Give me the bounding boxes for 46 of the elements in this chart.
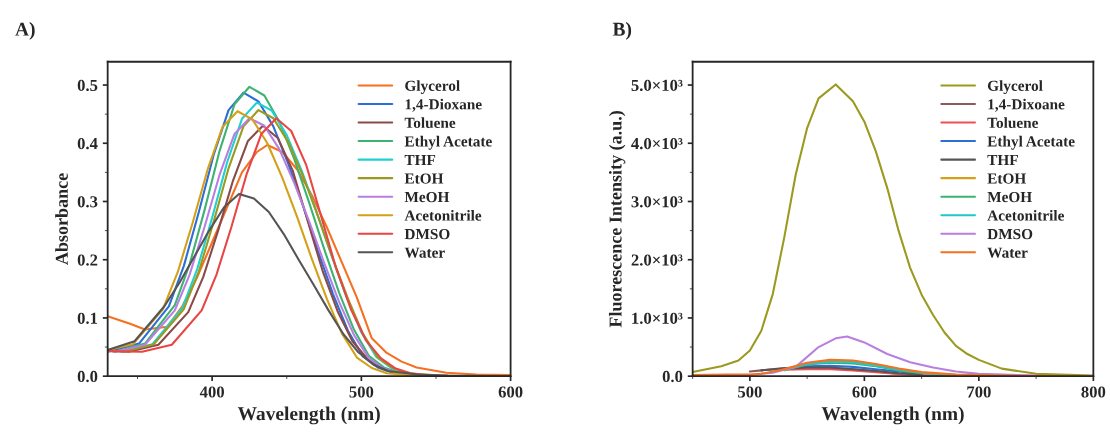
legend-label: Glycerol: [405, 80, 460, 95]
y-axis-title: Absorbance: [55, 173, 68, 265]
legend-label: DMSO: [987, 228, 1033, 240]
legend-label: Toluene: [987, 117, 1039, 129]
legend-label: Ethyl Acetate: [404, 135, 492, 150]
legend-label: Acetonitrile: [404, 209, 482, 221]
legend-label: EtOH: [987, 173, 1026, 184]
x-tick-label: 700: [967, 386, 991, 398]
y-tick-label: 0.2: [77, 254, 98, 266]
y-tick-label: 3.0×10³: [631, 196, 683, 208]
chart-title: B): [612, 22, 632, 40]
y-axis-title: Fluorescence Intensity (a.u.): [608, 111, 626, 328]
legend-label: 1,4-Dioxane: [405, 98, 482, 112]
y-tick-label: 0.0: [662, 370, 683, 383]
legend-label: Water: [987, 247, 1028, 258]
legend-label: DMSO: [404, 228, 450, 240]
legend-label: 1,4-Dixoane: [988, 98, 1065, 112]
x-tick-label: 600: [852, 386, 877, 398]
x-tick-label: 600: [498, 386, 523, 398]
y-tick-label: 0.4: [77, 137, 98, 150]
legend-label: Glycerol: [987, 80, 1043, 95]
x-axis-title: Wavelength (nm): [821, 406, 964, 425]
y-tick-label: 0.0: [77, 370, 98, 383]
legend-label: Acetonitrile: [987, 209, 1064, 221]
legend-label: Ethyl Acetate: [987, 135, 1075, 150]
y-tick-label: 0.1: [77, 312, 98, 324]
legend-label: Toluene: [404, 117, 456, 129]
x-tick-label: 500: [349, 386, 374, 398]
chart-title: A): [15, 22, 35, 40]
legend-label: MeOH: [404, 191, 450, 203]
y-tick-label: 0.3: [77, 196, 98, 208]
legend-label: THF: [987, 154, 1018, 165]
x-tick-label: 500: [738, 386, 762, 398]
legend-label: EtOH: [404, 173, 444, 184]
line-series: [760, 366, 923, 376]
y-tick-label: 5.0×10³: [631, 79, 683, 92]
legend-label: THF: [404, 154, 436, 165]
y-tick-label: 4.0×10³: [631, 137, 683, 150]
legend-label: MeOH: [987, 191, 1032, 203]
y-tick-label: 1.0×10³: [632, 312, 683, 324]
x-axis-title: Wavelength (nm): [237, 406, 380, 425]
x-tick-label: 800: [1081, 386, 1106, 398]
y-tick-label: 2.0×10³: [631, 254, 683, 266]
x-tick-label: 400: [199, 386, 224, 398]
legend-label: Water: [404, 247, 445, 258]
y-tick-label: 0.5: [77, 79, 98, 92]
